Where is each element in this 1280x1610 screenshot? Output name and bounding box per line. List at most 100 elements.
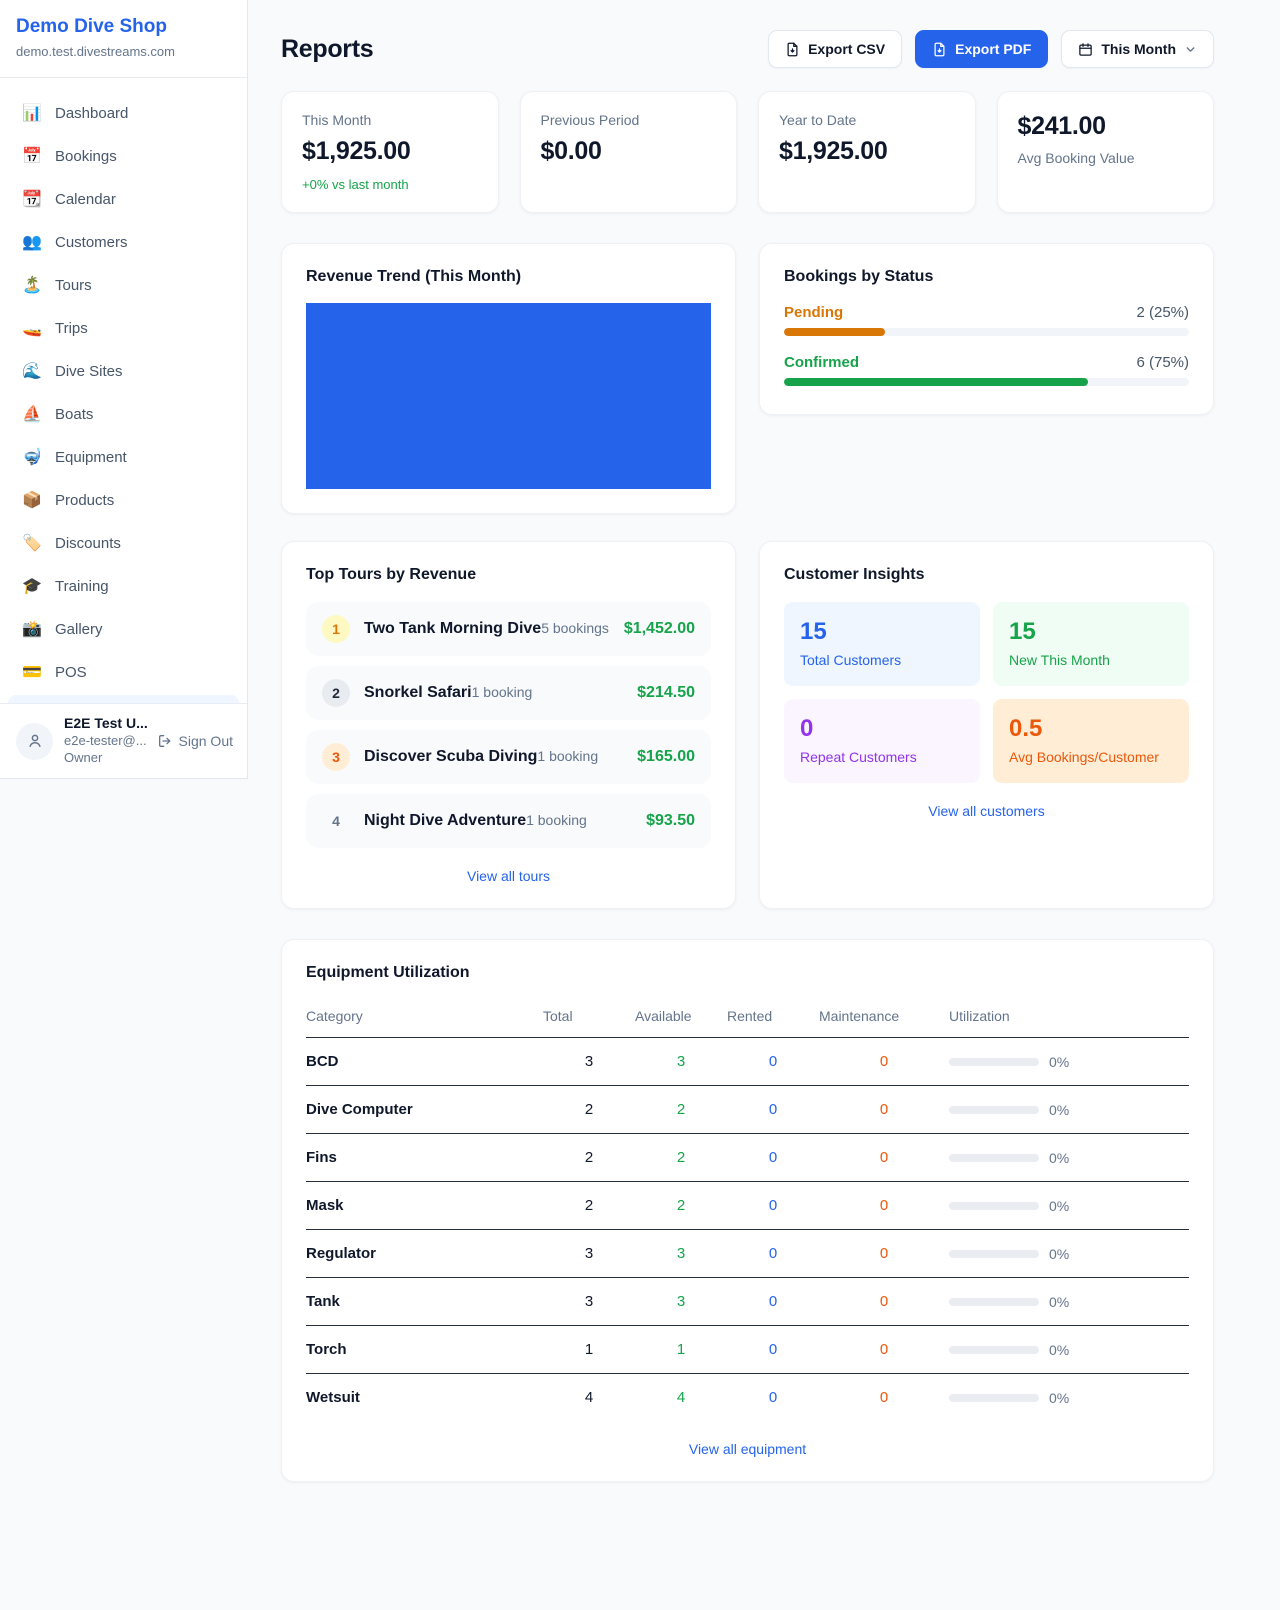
revenue-trend-title: Revenue Trend (This Month) — [306, 268, 522, 285]
sidebar-item-customers[interactable]: 👥 Customers — [8, 222, 239, 262]
status-count: 6 (75%) — [1136, 354, 1189, 371]
equipment-utilization-card: Equipment Utilization Category Total Ava… — [281, 939, 1214, 1482]
sidebar-header: Demo Dive Shop demo.test.divestreams.com — [0, 0, 247, 78]
equipment-maintenance: 0 — [879, 1389, 889, 1406]
charts-row: Revenue Trend (This Month) Bookings by S… — [281, 243, 1214, 514]
period-dropdown[interactable]: This Month — [1061, 30, 1214, 68]
dive-sites-icon: 🌊 — [22, 363, 42, 380]
sidebar-item-products[interactable]: 📦 Products — [8, 480, 239, 520]
sidebar-item-equipment[interactable]: 🤿 Equipment — [8, 437, 239, 477]
sidebar-item-label: Bookings — [55, 147, 117, 165]
active-nav-item-partial[interactable] — [8, 695, 239, 703]
insight-label: Avg Bookings/Customer — [1009, 749, 1159, 765]
sidebar-item-label: Gallery — [55, 620, 103, 638]
utilization-percent: 0% — [1049, 1341, 1070, 1358]
equipment-maintenance: 0 — [819, 1325, 949, 1374]
equipment-total: 3 — [543, 1277, 635, 1326]
sidebar-item-trips[interactable]: 🚤 Trips — [8, 308, 239, 348]
stat-value: $0.00 — [540, 137, 602, 165]
utilization-cell: 0% — [949, 1246, 1189, 1262]
tour-row: 1 Two Tank Morning Dive5 bookings $1,452… — [306, 602, 711, 656]
stat-value: $1,925.00 — [779, 137, 888, 165]
sign-out-button[interactable]: Sign Out — [157, 733, 233, 749]
sidebar-item-calendar[interactable]: 📆 Calendar — [8, 179, 239, 219]
utilization-bar — [949, 1105, 1039, 1114]
sidebar-item-label: Dashboard — [55, 104, 129, 122]
sidebar-item-dashboard[interactable]: 📊 Dashboard — [8, 93, 239, 133]
file-export-icon — [934, 42, 945, 56]
sidebar-item-label: Customers — [55, 233, 128, 251]
utilization-cell: 0% — [949, 1102, 1189, 1118]
equipment-available: 4 — [676, 1389, 686, 1406]
table-row: Fins 2 2 0 0 0% — [306, 1133, 1189, 1182]
user-name: E2E Test U... — [64, 715, 148, 732]
utilization-bar — [949, 1345, 1039, 1354]
page-title: Reports — [281, 34, 374, 63]
insight-avg-bookings: 0.5 Avg Bookings/Customer — [993, 699, 1189, 783]
training-icon: 🎓 — [22, 578, 42, 595]
insight-value: 15 — [1009, 618, 1036, 645]
insight-value: 15 — [800, 618, 827, 645]
bookings-status-title: Bookings by Status — [784, 268, 934, 285]
stat-value: $241.00 — [1017, 112, 1107, 140]
sidebar-item-training[interactable]: 🎓 Training — [8, 566, 239, 606]
trips-icon: 🚤 — [22, 320, 42, 337]
tour-bookings: 1 booking — [537, 748, 599, 764]
tour-bookings: 1 booking — [471, 684, 533, 700]
utilization-percent: 0% — [1049, 1197, 1070, 1214]
page-header: Reports Export CSV Export PDF This Month — [281, 30, 1214, 68]
products-icon: 📦 — [22, 492, 42, 509]
view-all-equipment-link[interactable]: View all equipment — [688, 1441, 807, 1457]
person-icon — [28, 734, 41, 747]
insight-value: 0.5 — [1009, 715, 1043, 742]
equipment-available: 1 — [635, 1325, 727, 1374]
equipment-table: Category Total Available Rented Maintena… — [306, 1000, 1189, 1421]
equipment-total: 2 — [543, 1133, 635, 1182]
sidebar-item-pos[interactable]: 💳 POS — [8, 652, 239, 692]
sidebar-item-discounts[interactable]: 🏷️ Discounts — [8, 523, 239, 563]
insight-label: Total Customers — [800, 652, 902, 668]
status-progress-fill — [784, 378, 1088, 386]
tour-rank-badge: 3 — [322, 743, 350, 771]
utilization-cell: 0% — [949, 1150, 1189, 1166]
export-csv-button[interactable]: Export CSV — [768, 30, 903, 68]
stat-card-avg-booking-value: $241.00 Avg Booking Value — [996, 91, 1214, 213]
sidebar-item-label: Trips — [55, 319, 88, 337]
column-header-category: Category — [306, 1000, 543, 1038]
customer-insights-card: Customer Insights 15 Total Customers 15 … — [759, 541, 1214, 909]
view-all-tours-link[interactable]: View all tours — [466, 868, 550, 884]
equipment-available: 2 — [635, 1085, 727, 1134]
status-progress-track — [784, 378, 1189, 386]
status-label: Pending — [784, 304, 844, 321]
utilization-bar — [949, 1297, 1039, 1306]
export-pdf-button[interactable]: Export PDF — [915, 30, 1049, 68]
tour-bookings: 5 bookings — [541, 620, 609, 636]
utilization-bar — [949, 1201, 1039, 1210]
stat-label: Year to Date — [779, 112, 857, 128]
sidebar-item-tours[interactable]: 🏝️ Tours — [8, 265, 239, 305]
tour-bookings: 1 booking — [526, 812, 587, 828]
sidebar-item-label: Dive Sites — [55, 362, 123, 380]
period-label: This Month — [1101, 41, 1176, 57]
status-progress-track — [784, 328, 1189, 336]
equipment-category: Regulator — [306, 1229, 543, 1278]
view-all-customers-link[interactable]: View all customers — [928, 803, 1045, 819]
status-count: 2 (25%) — [1136, 304, 1189, 321]
table-row: Mask 2 2 0 0 0% — [306, 1181, 1189, 1230]
insight-value: 0 — [800, 715, 814, 742]
equipment-rented: 0 — [727, 1325, 819, 1374]
sidebar-item-boats[interactable]: ⛵ Boats — [8, 394, 239, 434]
equipment-category: Wetsuit — [306, 1389, 360, 1406]
equipment-rented: 0 — [727, 1181, 819, 1230]
utilization-percent: 0% — [1049, 1389, 1070, 1406]
equipment-rented: 0 — [768, 1389, 778, 1406]
stat-label: Avg Booking Value — [1017, 150, 1135, 166]
equipment-category: BCD — [306, 1037, 543, 1086]
pos-icon: 💳 — [22, 664, 42, 681]
status-label: Confirmed — [784, 354, 859, 371]
sidebar-item-dive-sites[interactable]: 🌊 Dive Sites — [8, 351, 239, 391]
utilization-bar — [949, 1249, 1039, 1258]
sidebar-item-gallery[interactable]: 📸 Gallery — [8, 609, 239, 649]
sidebar-item-bookings[interactable]: 📅 Bookings — [8, 136, 239, 176]
utilization-percent: 0% — [1049, 1053, 1070, 1070]
